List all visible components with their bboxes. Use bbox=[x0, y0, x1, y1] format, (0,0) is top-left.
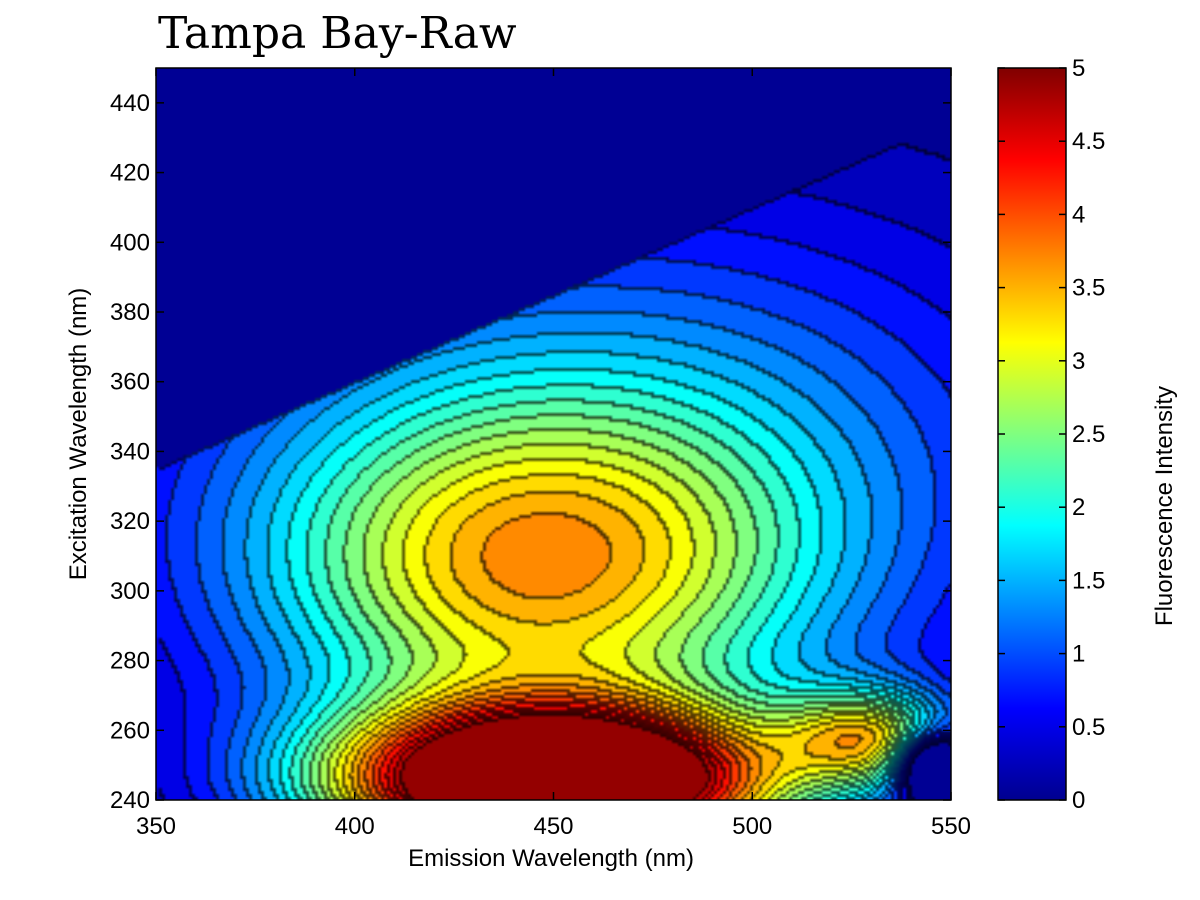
y-tick-label: 340 bbox=[110, 438, 150, 465]
colorbar-tick-label: 1.5 bbox=[1072, 567, 1105, 594]
y-tick-label: 300 bbox=[110, 578, 150, 605]
colorbar-frame bbox=[997, 67, 1067, 801]
colorbar-tick-label: 2 bbox=[1072, 494, 1085, 521]
colorbar-tick-label: 2.5 bbox=[1072, 421, 1105, 448]
colorbar-tick-label: 4 bbox=[1072, 201, 1085, 228]
y-tick-label: 260 bbox=[110, 717, 150, 744]
x-tick-label: 550 bbox=[931, 813, 971, 840]
y-tick-label: 240 bbox=[110, 787, 150, 814]
x-axis: 350 400 450 500 550 bbox=[136, 68, 971, 840]
colorbar-tick-label: 1 bbox=[1072, 641, 1085, 668]
y-axis: 240 260 280 300 320 340 360 380 400 420 440 bbox=[110, 90, 951, 814]
colorbar-label: Fluorescence Intensity bbox=[1151, 386, 1178, 626]
x-axis-label: Emission Wavelength (nm) bbox=[408, 845, 694, 872]
y-tick-label: 440 bbox=[110, 90, 150, 117]
colorbar-tick-label: 3 bbox=[1072, 348, 1085, 375]
colorbar-gradient bbox=[998, 68, 1066, 800]
colorbar-tick-label: 4.5 bbox=[1072, 128, 1105, 155]
colorbar-ticks: 0 0.5 1 1.5 2 2.5 3 3.5 4 4.5 5 bbox=[998, 55, 1105, 814]
y-tick-label: 380 bbox=[110, 299, 150, 326]
colorbar-tick-label: 0 bbox=[1072, 787, 1085, 814]
y-tick-label: 280 bbox=[110, 648, 150, 675]
y-tick-label: 420 bbox=[110, 160, 150, 187]
colorbar: 0 0.5 1 1.5 2 2.5 3 3.5 4 4.5 5 bbox=[997, 55, 1105, 814]
x-tick-label: 500 bbox=[732, 813, 772, 840]
x-tick-label: 400 bbox=[335, 813, 375, 840]
y-axis-label: Excitation Wavelength (nm) bbox=[65, 288, 92, 581]
y-tick-label: 360 bbox=[110, 369, 150, 396]
x-tick-label: 350 bbox=[136, 813, 176, 840]
x-tick-label: 450 bbox=[533, 813, 573, 840]
plot-area: 350 400 450 500 550 240 260 280 300 320 340 360 380… bbox=[110, 67, 971, 840]
colorbar-tick-label: 3.5 bbox=[1072, 275, 1105, 302]
y-tick-label: 320 bbox=[110, 508, 150, 535]
chart-title: Tampa Bay-Raw bbox=[158, 8, 517, 59]
y-tick-label: 400 bbox=[110, 229, 150, 256]
intensity-field bbox=[156, 68, 951, 800]
colorbar-tick-label: 0.5 bbox=[1072, 714, 1105, 741]
colorbar-tick-label: 5 bbox=[1072, 55, 1085, 82]
